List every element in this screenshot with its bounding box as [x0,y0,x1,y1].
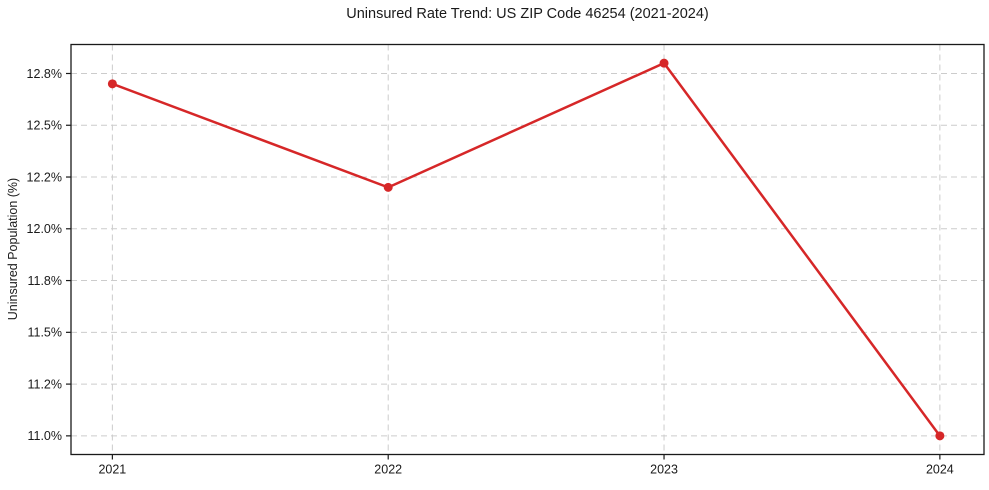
y-tick-label: 11.8% [27,274,62,288]
chart-title: Uninsured Rate Trend: US ZIP Code 46254 … [346,6,709,22]
y-tick-label: 11.0% [27,429,62,443]
y-tick-label: 11.2% [27,377,62,391]
y-tick-label: 12.2% [27,170,62,184]
y-tick-label: 12.5% [27,119,62,133]
data-points [107,58,945,441]
data-point-2023 [659,58,669,68]
x-axis: 2021 2022 2023 2024 [98,454,954,477]
y-tick-label: 12.0% [27,222,62,236]
x-tick-label: 2023 [650,463,678,477]
data-point-2024 [935,431,945,441]
x-tick-label: 2022 [374,463,402,477]
x-tick-label: 2024 [926,463,954,477]
gridlines [71,44,984,455]
y-tick-label: 11.5% [27,326,62,340]
y-tick-label: 12.8% [27,67,62,81]
trend-line [111,61,942,438]
data-point-2022 [383,182,393,192]
axis-frame [70,43,985,456]
y-axis: 11.0% 11.2% 11.5% 11.8% 12.0% 12.2% 12.5% 12.8% [27,67,71,443]
x-tick-label: 2021 [98,463,126,477]
data-point-2021 [107,79,117,89]
